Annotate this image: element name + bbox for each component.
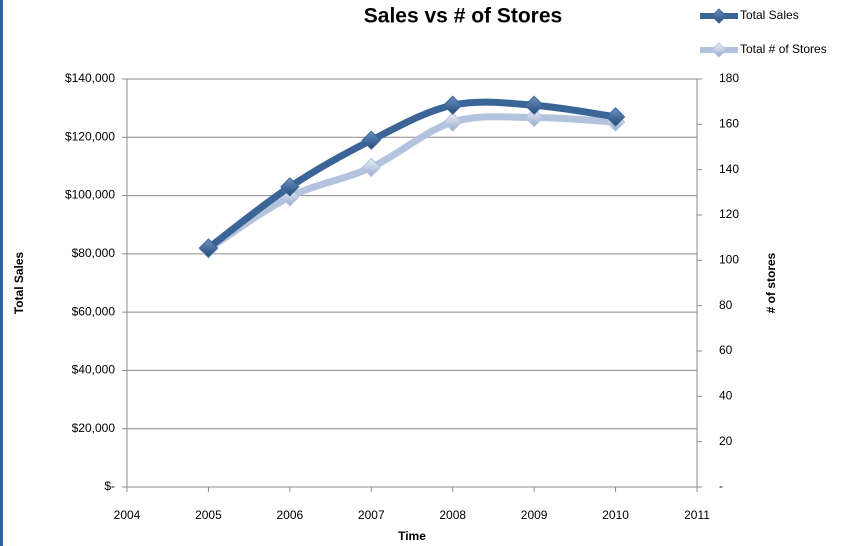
marker xyxy=(605,107,626,127)
y2-tick-label: 60 xyxy=(719,343,733,357)
marker xyxy=(361,130,381,150)
legend-label: Total Sales xyxy=(740,8,799,22)
x-tick-label: 2008 xyxy=(439,508,466,522)
legend-marker xyxy=(711,8,727,24)
x-tick-label: 2007 xyxy=(358,508,385,522)
y2-tick-label: - xyxy=(719,479,723,493)
legend-label: Total # of Stores xyxy=(740,42,827,56)
x-tick-label: 2005 xyxy=(195,508,222,522)
chart-title: Sales vs # of Stores xyxy=(364,5,562,28)
series-line xyxy=(204,98,620,252)
marker xyxy=(443,95,463,115)
x-axis-title: Time xyxy=(398,529,426,543)
y2-axis-title: # of stores xyxy=(764,252,778,313)
marker xyxy=(524,95,544,115)
y-tick-label: $- xyxy=(104,479,115,493)
marker xyxy=(524,107,544,128)
y-tick-label: $40,000 xyxy=(72,363,116,377)
series-line xyxy=(204,113,620,253)
x-tick-label: 2009 xyxy=(521,508,548,522)
y-tick-label: $100,000 xyxy=(65,188,115,202)
x-tick-label: 2011 xyxy=(684,508,710,522)
y2-tick-label: 40 xyxy=(719,389,733,403)
y2-tick-label: 160 xyxy=(719,117,739,131)
y2-tick-label: 180 xyxy=(719,71,739,85)
y-tick-label: $60,000 xyxy=(72,304,116,318)
marker xyxy=(443,112,463,132)
x-tick-label: 2004 xyxy=(114,508,141,522)
marker xyxy=(198,238,219,258)
x-tick-label: 2010 xyxy=(602,508,629,522)
marker xyxy=(280,177,300,197)
y2-tick-label: 20 xyxy=(719,434,733,448)
marker xyxy=(361,157,381,178)
y2-tick-label: 140 xyxy=(719,162,739,176)
y-tick-label: $20,000 xyxy=(72,421,116,435)
y2-tick-label: 80 xyxy=(719,298,733,312)
y-tick-label: $120,000 xyxy=(65,129,115,143)
window-edge xyxy=(0,0,3,546)
y-tick-label: $80,000 xyxy=(72,246,116,260)
y2-tick-label: 120 xyxy=(719,207,739,221)
legend-marker xyxy=(711,42,727,58)
y2-tick-label: 100 xyxy=(719,253,739,267)
x-tick-label: 2006 xyxy=(277,508,304,522)
y-tick-label: $140,000 xyxy=(65,71,115,85)
y-axis-title: Total Sales xyxy=(12,251,26,314)
